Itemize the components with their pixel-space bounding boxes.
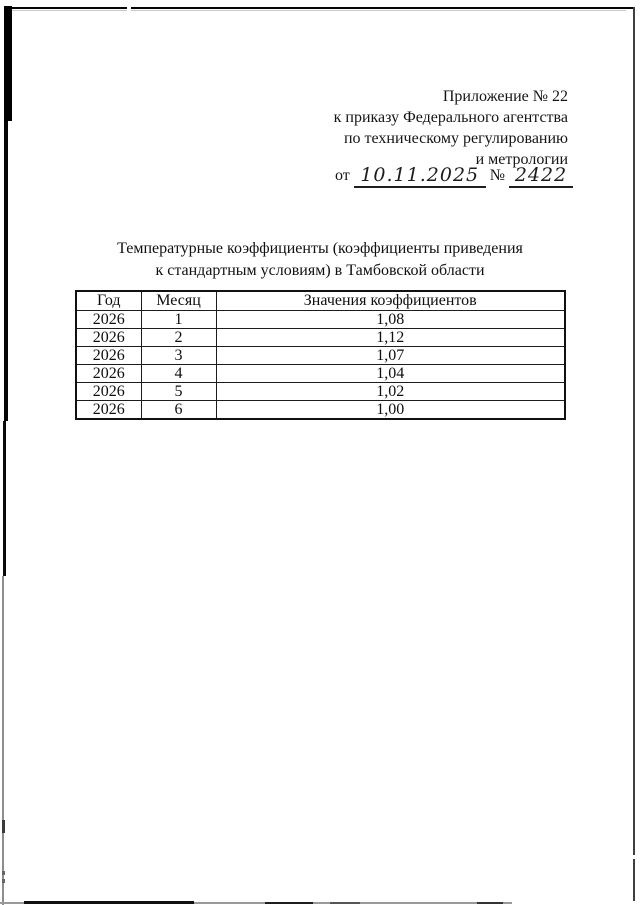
table-cell-value: 1,12 [215,328,566,347]
appendix-line: по техническому регулированию [343,130,568,147]
table-row: 2026 5 1,02 [75,382,566,401]
scan-left-border [4,6,12,121]
coefficients-table: Год Месяц Значения коэффициентов 2026 1 … [75,290,566,420]
number-sign: № [489,167,505,184]
document-title-line: к стандартным условиям) в Тамбовской обл… [155,262,485,279]
table-cell-month: 6 [140,400,217,420]
scan-left-dash [2,820,5,833]
scan-left-dash [2,871,5,875]
table-cell-value: 1,02 [215,382,566,401]
appendix-line: Приложение № 22 [442,88,568,105]
appendix-header: Приложение № 22 к приказу Федерального а… [334,86,568,170]
scan-bottom-dash [24,901,194,904]
table-cell-month: 4 [140,364,217,383]
table-cell-year: 2026 [75,310,142,329]
number-handwritten: 2422 [509,164,573,188]
document-title: Температурные коэффициенты (коэффициенты… [0,238,640,282]
scan-top-border-shadow [6,10,626,11]
appendix-line: и метрологии [475,151,568,168]
table-cell-month: 5 [140,382,217,401]
scan-left-border [4,121,8,421]
table-row: 2026 2 1,12 [75,328,566,347]
scan-right-border [633,7,635,901]
scan-right-border-gap [633,855,635,859]
scan-left-dash [2,879,5,883]
table-row: 2026 3 1,07 [75,346,566,365]
scan-left-border [2,576,4,905]
table-cell-value: 1,08 [215,310,566,329]
table-cell-year: 2026 [75,328,142,347]
table-row: 2026 6 1,00 [75,400,566,420]
scan-top-border-gap [127,6,131,11]
table-header-year: Год [75,290,142,311]
date-handwritten: 10.11.2025 [353,164,486,188]
scan-bottom-border [0,902,512,904]
order-date-number-line: от 10.11.2025 № 2422 [335,164,577,188]
table-row: 2026 1 1,08 [75,310,566,329]
table-cell-year: 2026 [75,346,142,365]
scan-bottom-dash [330,902,360,904]
scan-top-border [6,7,634,9]
scan-bottom-dash [265,902,313,904]
table-header-month: Месяц [140,290,217,311]
appendix-line: к приказу Федерального агентства [333,109,568,126]
table-cell-year: 2026 [75,400,142,420]
table-cell-month: 2 [140,328,217,347]
table-header-row: Год Месяц Значения коэффициентов [75,290,566,311]
table-row: 2026 4 1,04 [75,364,566,383]
table-cell-year: 2026 [75,364,142,383]
table-cell-value: 1,00 [215,400,566,420]
table-header-values: Значения коэффициентов [215,290,566,311]
table-cell-month: 3 [140,346,217,365]
table-cell-value: 1,07 [215,346,566,365]
table-cell-month: 1 [140,310,217,329]
from-label: от [334,167,350,184]
scan-bottom-dash [477,902,503,904]
scan-left-border [3,421,6,576]
document-title-line: Температурные коэффициенты (коэффициенты… [117,240,523,257]
table-cell-value: 1,04 [215,364,566,383]
table-cell-year: 2026 [75,382,142,401]
